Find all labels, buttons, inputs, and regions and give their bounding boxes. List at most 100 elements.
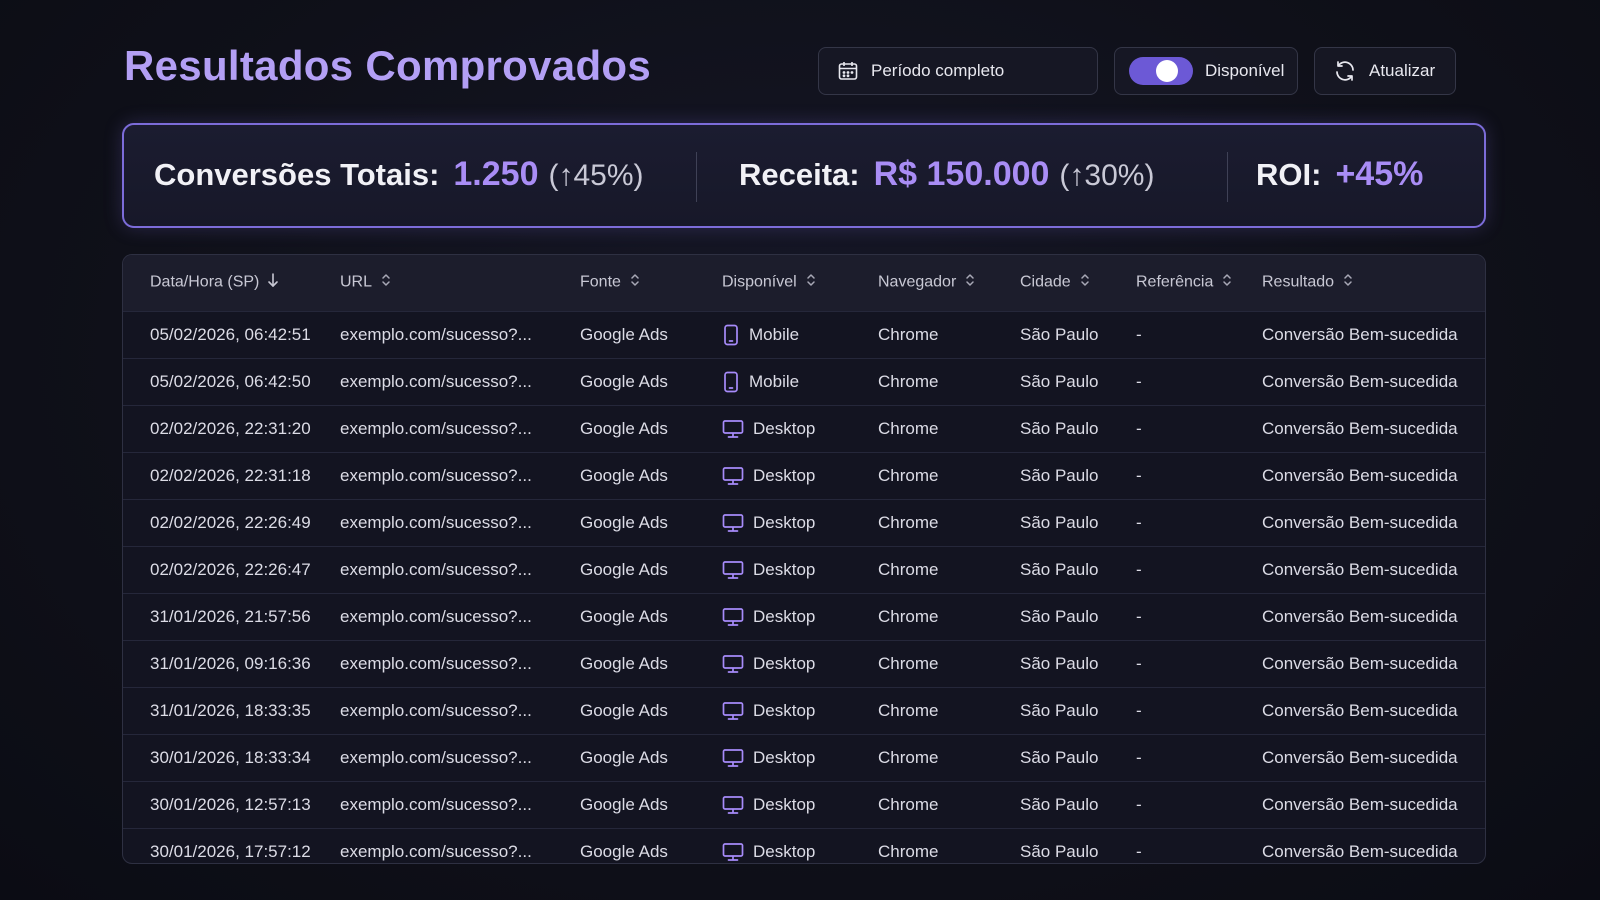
cell-browser: Chrome (878, 653, 939, 673)
cell-referrer: - (1136, 700, 1142, 720)
cell-city: São Paulo (1020, 324, 1099, 344)
cell-browser: Chrome (878, 841, 939, 861)
availability-toggle[interactable]: Disponível (1114, 47, 1298, 95)
table-row[interactable]: 31/01/2026, 18:33:35 exemplo.com/sucesso?… (123, 687, 1485, 734)
table-row[interactable]: 02/02/2026, 22:31:18 exemplo.com/sucesso?… (123, 452, 1485, 499)
cell-city: São Paulo (1020, 465, 1099, 485)
column-header-url[interactable]: URL (313, 255, 553, 311)
table-row[interactable]: 31/01/2026, 09:16:36 exemplo.com/sucesso?… (123, 640, 1485, 687)
cell-url[interactable]: exemplo.com/sucesso?... (340, 371, 532, 391)
sort-icon (805, 272, 817, 293)
cell-datetime: 31/01/2026, 09:16:36 (150, 653, 311, 673)
column-header-referrer[interactable]: Referência (1109, 255, 1235, 311)
column-header-device[interactable]: Disponível (695, 255, 851, 311)
device-cell-content: Desktop (722, 594, 851, 640)
column-header-result[interactable]: Resultado (1235, 255, 1485, 311)
cell-url[interactable]: exemplo.com/sucesso?... (340, 606, 532, 626)
cell-referrer: - (1136, 512, 1142, 532)
cell-url[interactable]: exemplo.com/sucesso?... (340, 794, 532, 814)
table-row[interactable]: 02/02/2026, 22:31:20 exemplo.com/sucesso?… (123, 405, 1485, 452)
device-label: Desktop (753, 418, 816, 438)
table-row[interactable]: 02/02/2026, 22:26:47 exemplo.com/sucesso?… (123, 546, 1485, 593)
cell-datetime: 05/02/2026, 06:42:50 (150, 371, 311, 391)
cell-device: Desktop (695, 781, 851, 828)
cell-referrer: - (1136, 794, 1142, 814)
column-header-label: Disponível (722, 273, 797, 291)
cell-datetime: 31/01/2026, 18:33:35 (150, 700, 311, 720)
cell-city: São Paulo (1020, 653, 1099, 673)
column-header-source[interactable]: Fonte (553, 255, 695, 311)
cell-url[interactable]: exemplo.com/sucesso?... (340, 324, 532, 344)
table-row[interactable]: 31/01/2026, 21:57:56 exemplo.com/sucesso?… (123, 593, 1485, 640)
desktop-icon (722, 701, 744, 721)
table-row[interactable]: 30/01/2026, 17:57:12 exemplo.com/sucesso?… (123, 828, 1485, 863)
cell-datetime: 30/01/2026, 12:57:13 (150, 794, 311, 814)
stat-roi-value: +45% (1335, 155, 1424, 193)
cell-device: Desktop (695, 405, 851, 452)
stat-revenue: Receita: R$ 150.000 (↑30%) (739, 155, 1154, 194)
stat-conversions-change: (↑45%) (548, 159, 644, 192)
cell-url[interactable]: exemplo.com/sucesso?... (340, 700, 532, 720)
cell-url[interactable]: exemplo.com/sucesso?... (340, 512, 532, 532)
cell-city: São Paulo (1020, 700, 1099, 720)
cell-datetime: 30/01/2026, 17:57:12 (150, 841, 311, 861)
desktop-icon (722, 842, 744, 862)
cell-device: Desktop (695, 687, 851, 734)
desktop-icon (722, 748, 744, 768)
toggle-knob (1156, 60, 1178, 82)
cell-url[interactable]: exemplo.com/sucesso?... (340, 747, 532, 767)
cell-result: Conversão Bem-sucedida (1262, 324, 1458, 344)
cell-source: Google Ads (580, 794, 668, 814)
cell-referrer: - (1136, 418, 1142, 438)
cell-source: Google Ads (580, 559, 668, 579)
cell-datetime: 31/01/2026, 21:57:56 (150, 606, 311, 626)
cell-referrer: - (1136, 841, 1142, 861)
cell-result: Conversão Bem-sucedida (1262, 841, 1458, 861)
cell-browser: Chrome (878, 700, 939, 720)
table-row[interactable]: 02/02/2026, 22:26:49 exemplo.com/sucesso?… (123, 499, 1485, 546)
cell-datetime: 02/02/2026, 22:31:18 (150, 465, 311, 485)
device-cell-content: Desktop (722, 782, 851, 828)
cell-url[interactable]: exemplo.com/sucesso?... (340, 653, 532, 673)
cell-url[interactable]: exemplo.com/sucesso?... (340, 559, 532, 579)
column-header-datetime[interactable]: Data/Hora (SP) (123, 255, 313, 311)
cell-url[interactable]: exemplo.com/sucesso?... (340, 841, 532, 861)
device-label: Mobile (749, 324, 800, 344)
device-label: Desktop (753, 512, 816, 532)
table-body: 05/02/2026, 06:42:51 exemplo.com/sucesso?… (123, 311, 1485, 863)
refresh-button[interactable]: Atualizar (1314, 47, 1456, 95)
cell-referrer: - (1136, 747, 1142, 767)
cell-source: Google Ads (580, 371, 668, 391)
table-row[interactable]: 30/01/2026, 12:57:13 exemplo.com/sucesso?… (123, 781, 1485, 828)
device-cell-content: Desktop (722, 547, 851, 593)
period-button[interactable]: Período completo (818, 47, 1098, 95)
device-label: Desktop (753, 559, 816, 579)
cell-datetime: 30/01/2026, 18:33:34 (150, 747, 311, 767)
cell-url[interactable]: exemplo.com/sucesso?... (340, 465, 532, 485)
cell-browser: Chrome (878, 794, 939, 814)
cell-city: São Paulo (1020, 371, 1099, 391)
table-row[interactable]: 30/01/2026, 18:33:34 exemplo.com/sucesso?… (123, 734, 1485, 781)
cell-city: São Paulo (1020, 794, 1099, 814)
cell-device: Desktop (695, 593, 851, 640)
toolbar: Período completo Disponível Atualizar (818, 47, 1456, 95)
cell-datetime: 02/02/2026, 22:31:20 (150, 418, 311, 438)
cell-device: Mobile (695, 358, 851, 405)
cell-datetime: 05/02/2026, 06:42:51 (150, 324, 311, 344)
cell-browser: Chrome (878, 324, 939, 344)
device-cell-content: Desktop (722, 688, 851, 734)
device-cell-content: Desktop (722, 641, 851, 687)
cell-browser: Chrome (878, 371, 939, 391)
table-row[interactable]: 05/02/2026, 06:42:51 exemplo.com/sucesso?… (123, 311, 1485, 358)
cell-result: Conversão Bem-sucedida (1262, 653, 1458, 673)
column-header-browser[interactable]: Navegador (851, 255, 993, 311)
column-header-city[interactable]: Cidade (993, 255, 1109, 311)
desktop-icon (722, 560, 744, 580)
device-cell-content: Mobile (722, 312, 851, 358)
table-row[interactable]: 05/02/2026, 06:42:50 exemplo.com/sucesso?… (123, 358, 1485, 405)
cell-url[interactable]: exemplo.com/sucesso?... (340, 418, 532, 438)
toggle-switch[interactable] (1129, 57, 1193, 85)
device-cell-content: Desktop (722, 500, 851, 546)
device-label: Desktop (753, 606, 816, 626)
cell-source: Google Ads (580, 465, 668, 485)
